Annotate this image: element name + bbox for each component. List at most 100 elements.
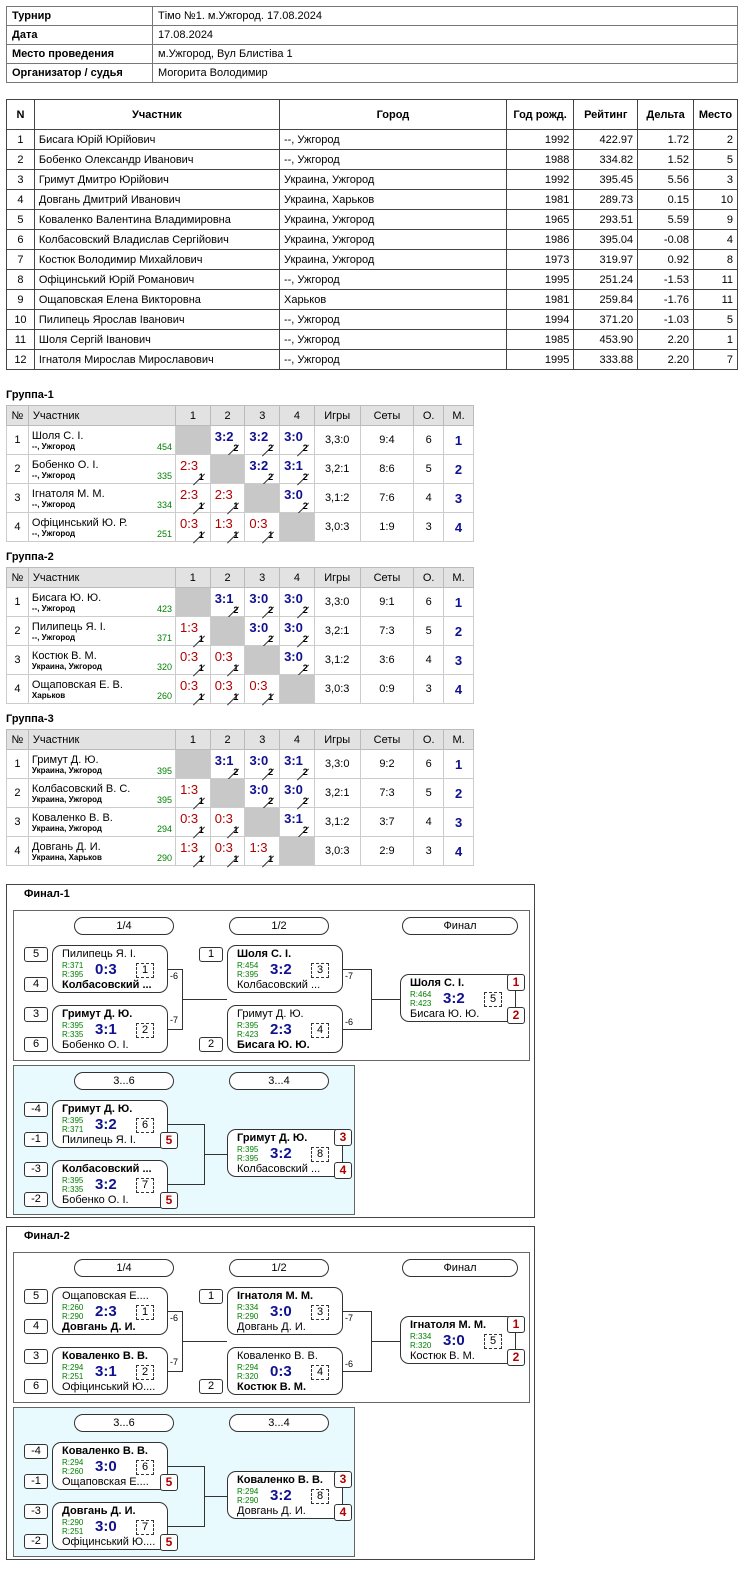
match-points: 1: [268, 692, 274, 702]
participant-cell: Украина, Харьков: [278, 189, 507, 210]
score-cell[interactable]: 3:0 2: [279, 425, 315, 457]
match-box[interactable]: Коваленко В. В. R:294 R:260 Ощаповская Е...…: [52, 1442, 168, 1490]
score-cell[interactable]: 0:3 1: [244, 674, 281, 706]
match-points: 2: [268, 472, 274, 482]
stat-sets: 3:7: [359, 807, 415, 837]
group-header-row: № Участник 1 2 3 4 Игры Сеты О. М.: [6, 729, 474, 750]
group-row: 4 Ощаповская Е. В. Харьков 260 0:3 1 0:3 1 0:3 1 3…: [6, 674, 474, 706]
stat-pts: 3: [413, 836, 445, 866]
match-box[interactable]: Коваленко В. В. R:294 R:320 Костюк В. М. 0:3…: [227, 1347, 343, 1395]
score-cell[interactable]: 0:3 1: [244, 512, 281, 544]
score-cell[interactable]: 3:2 2: [244, 454, 281, 486]
score-cell[interactable]: 3:0 2: [279, 587, 315, 619]
score-cell[interactable]: 3:0 2: [244, 749, 281, 781]
score-box: 2:3 1: [211, 484, 245, 515]
player-2-name: Довгань Д. И.: [62, 1321, 136, 1333]
score-cell[interactable]: 2:3 1: [175, 454, 211, 486]
match-number: 2: [136, 1365, 154, 1380]
score-value: 3:0: [284, 429, 303, 444]
match-box[interactable]: Коваленко В. В. R:294 R:290 Довгань Д. И. 3:…: [227, 1471, 343, 1519]
score-cell[interactable]: 1:3 1: [175, 616, 211, 648]
player-1-name: Пилипець Я. І.: [62, 948, 136, 960]
stat-games: 3,0:3: [313, 836, 361, 866]
score-box: 0:3 1: [211, 646, 245, 677]
info-row: Место проведения м.Ужгород, Вул Блистіва …: [6, 44, 738, 64]
score-cell[interactable]: 0:3 1: [175, 807, 211, 839]
row-number: 4: [6, 836, 29, 866]
group-place: 3: [443, 483, 474, 513]
participant-cell: 5: [692, 149, 739, 170]
match-box[interactable]: Ощаповская Е.... R:260 R:290 Довгань Д. И. 2…: [52, 1287, 168, 1335]
participant-cell: --, Ужгород: [278, 349, 507, 370]
info-key: Дата: [6, 25, 153, 45]
player-cell: Ігнатоля М. М. --, Ужгород 334: [27, 483, 177, 513]
match-box[interactable]: Гримут Д. Ю. R:395 R:395 Колбасовский ... 3:…: [227, 1129, 343, 1177]
match-box[interactable]: Довгань Д. И. R:290 R:251 Офіцинський Ю....…: [52, 1502, 168, 1550]
group-row: 2 Пилипець Я. І. --, Ужгород 371 1:3 1 3:0 2 3:0…: [6, 616, 474, 648]
group-column-header: №: [6, 729, 29, 750]
loser-label: -7: [170, 1015, 179, 1025]
score-cell[interactable]: 2:3 1: [209, 483, 246, 515]
score-cell[interactable]: 2:3 1: [175, 483, 211, 515]
player-1-name: Коваленко В. В.: [237, 1350, 318, 1362]
player-2-name: Колбасовский ...: [237, 1163, 321, 1175]
score-cell[interactable]: 3:1 2: [209, 749, 246, 781]
score-cell[interactable]: 1:3 1: [175, 836, 211, 868]
player-name: Колбасовский В. С.: [31, 782, 131, 795]
consolation-bracket: 3...6 3...4 Гримут Д. Ю. R:395 R:371 Пилипець…: [13, 1065, 355, 1215]
group-place: 2: [443, 454, 474, 484]
match-box[interactable]: Пилипець Я. І. R:371 R:395 Колбасовский ...…: [52, 945, 168, 993]
match-points: 1: [233, 825, 239, 835]
score-cell[interactable]: 0:3 1: [175, 512, 211, 544]
match-box[interactable]: Шоля С. І. R:454 R:395 Колбасовский ... 3:2 3: [227, 945, 343, 993]
player-1-name: Гримут Д. Ю.: [237, 1132, 308, 1144]
score-cell[interactable]: 0:3 1: [209, 836, 246, 868]
participant-cell: --, Ужгород: [278, 149, 507, 170]
player-1-name: Шоля С. І.: [410, 977, 465, 989]
match-box[interactable]: Гримут Д. Ю. R:395 R:423 Бисага Ю. Ю. 2:3 4: [227, 1005, 343, 1053]
group-row: 1 Гримут Д. Ю. Украина, Ужгород 395 3:1 2 3:0 2…: [6, 749, 474, 781]
row-number: 2: [6, 454, 29, 484]
score-cell[interactable]: 0:3 1: [175, 645, 211, 677]
info-row: Организатор / судья Могорита Володимир: [6, 63, 738, 83]
score-cell[interactable]: 1:3 1: [209, 512, 246, 544]
score-cell[interactable]: 0:3 1: [209, 674, 246, 706]
score-cell[interactable]: 3:1 2: [279, 807, 315, 839]
match-points: 2: [302, 472, 308, 482]
match-points: 1: [268, 530, 274, 540]
score-cell[interactable]: 3:0 2: [279, 645, 315, 677]
score-cell[interactable]: 3:0 2: [279, 778, 315, 810]
match-number: 7: [136, 1520, 154, 1535]
match-box[interactable]: Коваленко В. В. R:294 R:251 Офіцинський Ю..…: [52, 1347, 168, 1395]
player-2-rating: R:335: [62, 1030, 84, 1039]
match-box[interactable]: Колбасовский ... R:395 R:335 Бобенко О. І. 3…: [52, 1160, 168, 1208]
participant-row: 9 Ощаповская Елена Викторовна Харьков 1981 2…: [6, 289, 739, 310]
score-cell[interactable]: 3:0 2: [244, 778, 281, 810]
row-number: 3: [6, 483, 29, 513]
match-box[interactable]: Шоля С. І. R:464 R:423 Бисага Ю. Ю. 3:2 5: [400, 974, 516, 1022]
score-cell[interactable]: 3:1 2: [279, 749, 315, 781]
score-cell[interactable]: 0:3 1: [175, 674, 211, 706]
match-box[interactable]: Гримут Д. Ю. R:395 R:335 Бобенко О. І. 3:1 2: [52, 1005, 168, 1053]
match-number: 6: [136, 1118, 154, 1133]
score-cell[interactable]: 3:1 2: [209, 587, 246, 619]
score-cell[interactable]: 3:1 2: [279, 454, 315, 486]
score-cell[interactable]: 3:0 2: [244, 616, 281, 648]
score-cell[interactable]: 0:3 1: [209, 807, 246, 839]
score-cell[interactable]: 3:0 2: [279, 616, 315, 648]
match-box[interactable]: Гримут Д. Ю. R:395 R:371 Пилипець Я. І. 3:2 6: [52, 1100, 168, 1148]
score-cell[interactable]: 3:2 2: [209, 425, 246, 457]
score-cell[interactable]: 1:3 1: [244, 836, 281, 868]
score-cell[interactable]: 3:0 2: [244, 587, 281, 619]
stat-games: 3,1:2: [313, 645, 361, 675]
player-2-name: Бобенко О. І.: [62, 1194, 129, 1206]
match-box[interactable]: Ігнатоля М. М. R:334 R:290 Довгань Д. И. 3:0…: [227, 1287, 343, 1335]
player-city: --, Ужгород: [31, 632, 76, 642]
score-cell[interactable]: 3:0 2: [279, 483, 315, 515]
score-cell[interactable]: 3:2 2: [244, 425, 281, 457]
score-cell[interactable]: 1:3 1: [175, 778, 211, 810]
match-points: 1: [198, 825, 204, 835]
match-box[interactable]: Ігнатоля М. М. R:334 R:320 Костюк В. М. 3:0 5: [400, 1316, 516, 1364]
score-cell[interactable]: 0:3 1: [209, 645, 246, 677]
info-value: Тімо №1. м.Ужгород. 17.08.2024: [152, 6, 738, 26]
